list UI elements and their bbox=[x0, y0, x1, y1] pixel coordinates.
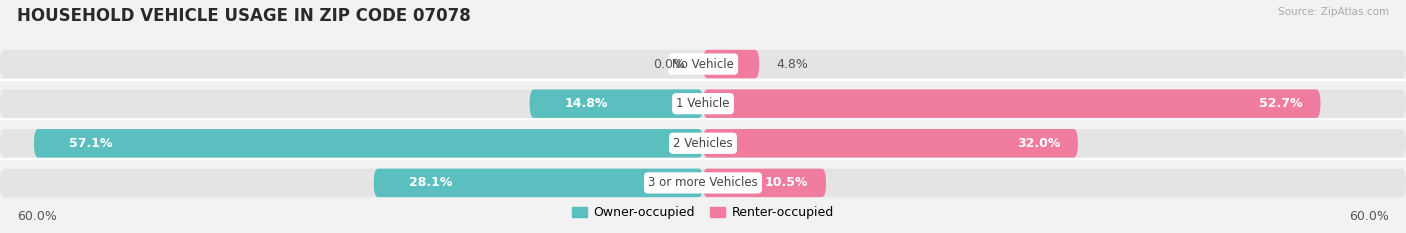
FancyBboxPatch shape bbox=[703, 50, 759, 78]
FancyBboxPatch shape bbox=[0, 89, 1406, 118]
FancyBboxPatch shape bbox=[703, 89, 1320, 118]
Text: 2 Vehicles: 2 Vehicles bbox=[673, 137, 733, 150]
Text: HOUSEHOLD VEHICLE USAGE IN ZIP CODE 07078: HOUSEHOLD VEHICLE USAGE IN ZIP CODE 0707… bbox=[17, 7, 471, 25]
Text: 1 Vehicle: 1 Vehicle bbox=[676, 97, 730, 110]
Text: 14.8%: 14.8% bbox=[565, 97, 609, 110]
Text: 32.0%: 32.0% bbox=[1017, 137, 1060, 150]
Text: 60.0%: 60.0% bbox=[17, 210, 56, 223]
FancyBboxPatch shape bbox=[530, 89, 703, 118]
FancyBboxPatch shape bbox=[703, 169, 827, 197]
Text: 4.8%: 4.8% bbox=[778, 58, 808, 71]
Text: 52.7%: 52.7% bbox=[1260, 97, 1303, 110]
Text: 57.1%: 57.1% bbox=[69, 137, 112, 150]
FancyBboxPatch shape bbox=[374, 169, 703, 197]
FancyBboxPatch shape bbox=[703, 129, 1078, 158]
Text: 0.0%: 0.0% bbox=[654, 58, 686, 71]
FancyBboxPatch shape bbox=[0, 129, 1406, 158]
Text: 60.0%: 60.0% bbox=[1350, 210, 1389, 223]
FancyBboxPatch shape bbox=[0, 50, 1406, 78]
FancyBboxPatch shape bbox=[34, 129, 703, 158]
FancyBboxPatch shape bbox=[0, 169, 1406, 197]
Text: 3 or more Vehicles: 3 or more Vehicles bbox=[648, 176, 758, 189]
Text: Source: ZipAtlas.com: Source: ZipAtlas.com bbox=[1278, 7, 1389, 17]
Legend: Owner-occupied, Renter-occupied: Owner-occupied, Renter-occupied bbox=[568, 201, 838, 224]
Text: 28.1%: 28.1% bbox=[409, 176, 453, 189]
Text: 10.5%: 10.5% bbox=[765, 176, 808, 189]
Text: No Vehicle: No Vehicle bbox=[672, 58, 734, 71]
